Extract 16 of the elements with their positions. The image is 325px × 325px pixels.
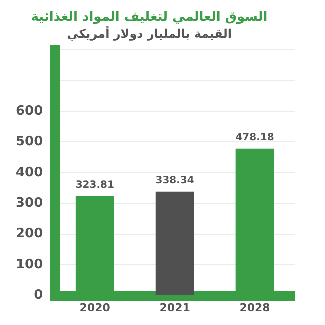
y-tick-label: 300 xyxy=(16,196,44,211)
bar xyxy=(156,192,194,296)
chart-subtitle: القيمة بالمليار دولار أمريكي xyxy=(67,26,232,41)
x-tick-label: 2028 xyxy=(240,301,270,314)
x-tick-label: 2020 xyxy=(80,301,111,314)
y-tick-label: 600 xyxy=(16,104,44,119)
y-tick-label: 100 xyxy=(16,257,44,272)
y-tick-label: 200 xyxy=(16,226,44,242)
data-label: 323.81 xyxy=(76,180,114,191)
y-tick-label: 500 xyxy=(16,134,44,150)
chart-title: السوق العالمي لتغليف المواد الغذائية xyxy=(31,10,268,26)
data-label: 478.18 xyxy=(236,132,274,144)
y-tick-label: 0 xyxy=(34,288,44,304)
x-tick-label: 2021 xyxy=(160,301,190,314)
y-tick-label: 400 xyxy=(16,165,44,180)
data-label: 338.34 xyxy=(156,175,194,186)
